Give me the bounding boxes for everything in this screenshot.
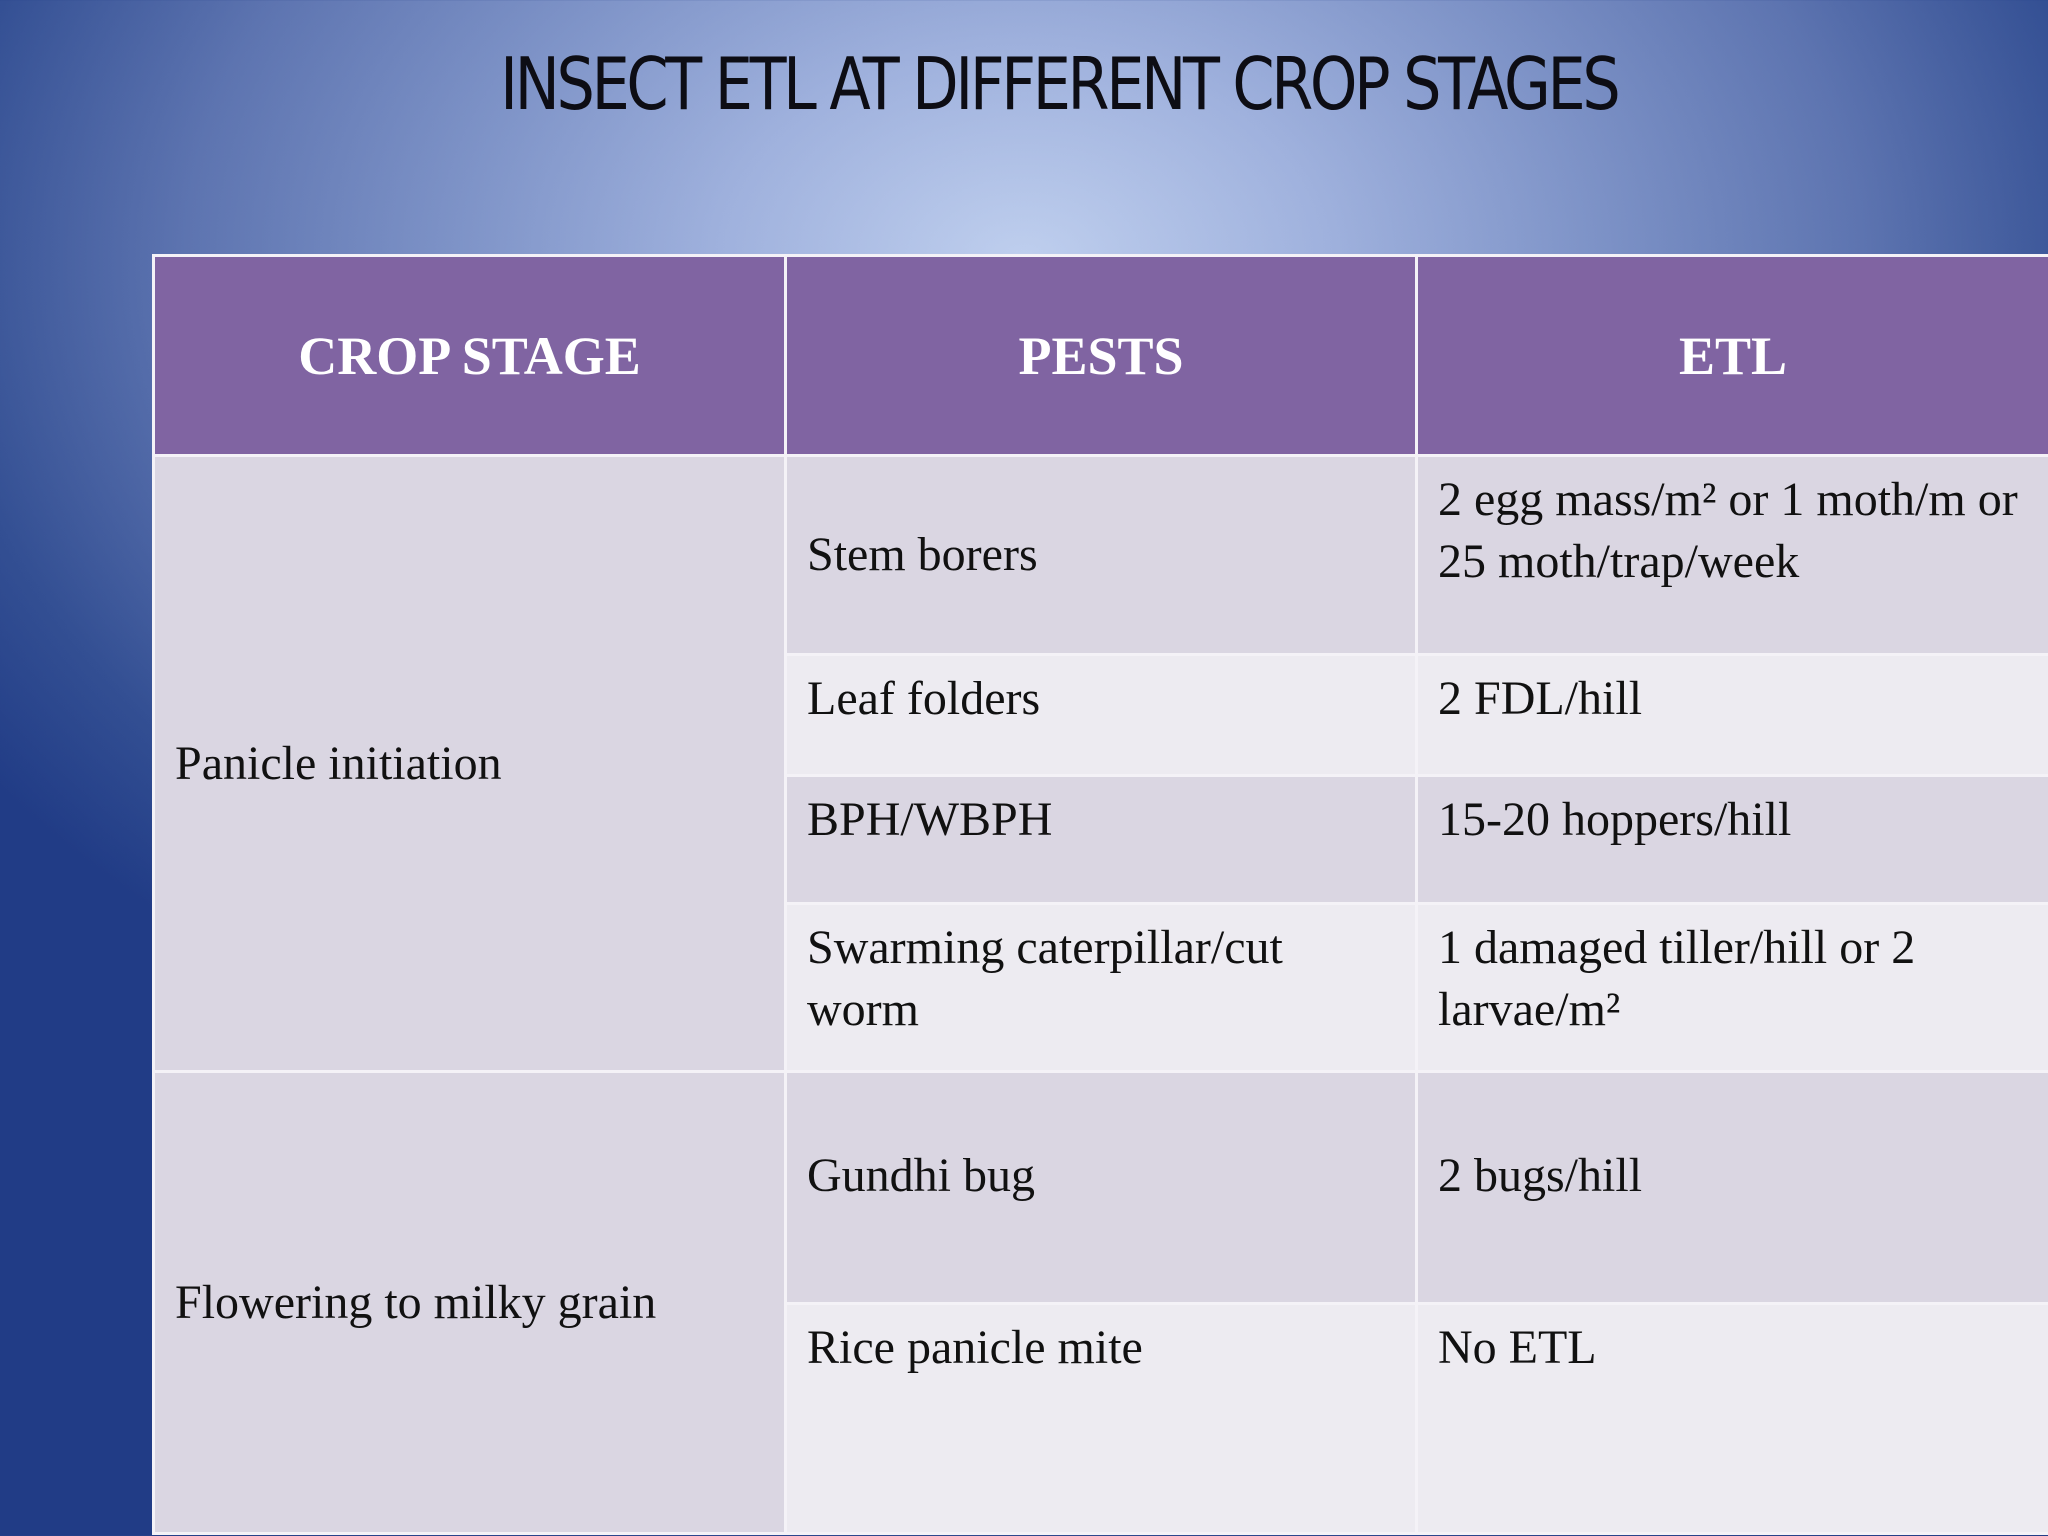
etl-cell: 2 bugs/hill (1415, 1070, 2048, 1305)
pest-cell: Gundhi bug (784, 1070, 1418, 1305)
table-row: BPH/WBPH 15-20 hoppers/hill (154, 774, 2048, 905)
etl-table: CROP STAGE PESTS ETL Panicle initiation … (152, 254, 2048, 1535)
pest-cell: Stem borers (784, 454, 1418, 656)
table-row: Flowering to milky grain Gundhi bug 2 bu… (152, 1070, 2048, 1535)
etl-cell: No ETL (1415, 1302, 2048, 1535)
table-row: Swarming caterpillar/cut worm 1 damaged … (154, 902, 2048, 1073)
pest-cell: Leaf folders (784, 653, 1418, 777)
pest-cell: Rice panicle mite (784, 1302, 1418, 1535)
etl-cell: 1 damaged tiller/hill or 2 larvae/m² (1415, 902, 2048, 1073)
header-etl: ETL (1415, 254, 2048, 457)
pest-cell: Swarming caterpillar/cut worm (784, 902, 1418, 1073)
pest-cell: BPH/WBPH (784, 774, 1418, 905)
table-row: Leaf folders 2 FDL/hill (154, 653, 2048, 777)
header-pests: PESTS (784, 254, 1418, 457)
etl-cell: 15-20 hoppers/hill (1415, 774, 2048, 905)
header-crop-stage: CROP STAGE (152, 254, 787, 457)
crop-stage-cell: Flowering to milky grain (152, 1070, 787, 1535)
etl-cell: 2 FDL/hill (1415, 653, 2048, 777)
crop-stage-cell: Panicle initiation (152, 454, 787, 1073)
slide-title: INSECT ETL AT DIFFERENT CROP STAGES (500, 42, 1621, 126)
table-row: Panicle initiation Stem borers 2 egg mas… (152, 454, 2048, 1073)
etl-cell: 2 egg mass/m² or 1 moth/m or 25 moth/tra… (1415, 454, 2048, 656)
table-row: Rice panicle mite No ETL (154, 1302, 2048, 1535)
header-row: CROP STAGE PESTS ETL (152, 254, 2048, 457)
